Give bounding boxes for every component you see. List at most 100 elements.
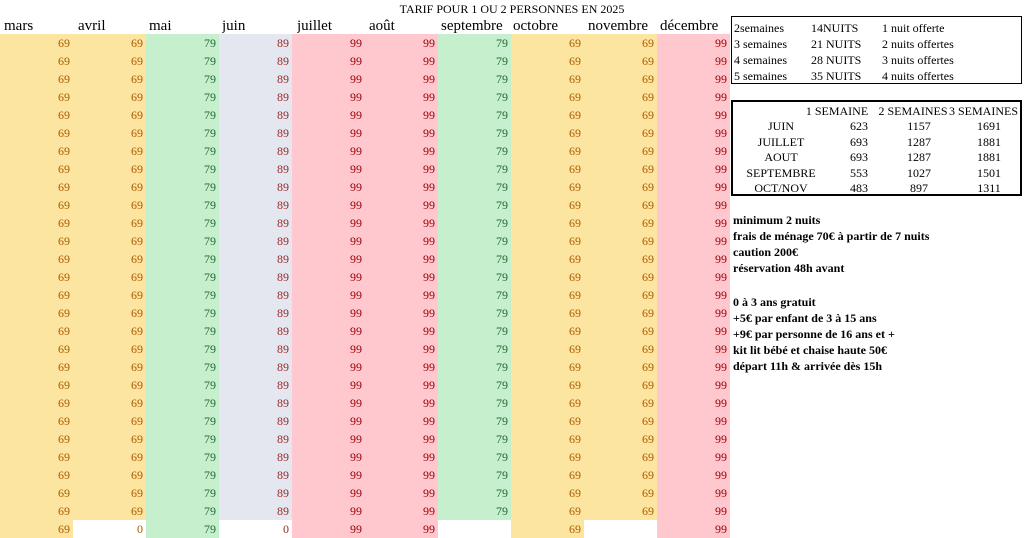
price-cell[interactable]: 69: [584, 196, 657, 214]
price-cell[interactable]: 99: [657, 124, 730, 142]
price-cell[interactable]: 99: [365, 178, 438, 196]
price-cell[interactable]: 69: [0, 52, 73, 70]
price-cell[interactable]: 99: [365, 88, 438, 106]
price-cell[interactable]: 99: [292, 268, 365, 286]
price-cell[interactable]: 79: [438, 52, 511, 70]
price-cell[interactable]: 69: [0, 448, 73, 466]
price-cell[interactable]: 99: [292, 124, 365, 142]
price-cell[interactable]: 99: [292, 160, 365, 178]
price-cell[interactable]: 69: [584, 88, 657, 106]
price-cell[interactable]: 79: [438, 358, 511, 376]
price-cell[interactable]: 69: [73, 322, 146, 340]
price-cell[interactable]: 69: [511, 178, 584, 196]
price-cell[interactable]: 79: [146, 232, 219, 250]
price-cell[interactable]: 79: [438, 160, 511, 178]
price-cell[interactable]: 69: [0, 430, 73, 448]
price-cell[interactable]: 69: [0, 394, 73, 412]
price-cell[interactable]: 69: [584, 70, 657, 88]
price-cell[interactable]: 79: [146, 70, 219, 88]
price-cell[interactable]: 99: [365, 106, 438, 124]
price-cell[interactable]: 99: [292, 412, 365, 430]
price-cell[interactable]: 69: [511, 358, 584, 376]
price-cell[interactable]: 99: [365, 142, 438, 160]
price-cell[interactable]: 69: [0, 466, 73, 484]
price-cell[interactable]: 69: [0, 286, 73, 304]
price-cell[interactable]: 69: [511, 394, 584, 412]
price-cell[interactable]: 69: [584, 376, 657, 394]
price-cell[interactable]: 89: [219, 232, 292, 250]
price-cell[interactable]: 99: [365, 502, 438, 520]
price-cell[interactable]: 99: [657, 142, 730, 160]
price-cell[interactable]: 89: [219, 502, 292, 520]
price-cell[interactable]: 99: [365, 358, 438, 376]
price-cell[interactable]: 79: [438, 376, 511, 394]
price-cell[interactable]: 99: [657, 52, 730, 70]
price-cell[interactable]: [584, 520, 657, 538]
price-cell[interactable]: 69: [511, 502, 584, 520]
price-cell[interactable]: 69: [584, 268, 657, 286]
price-cell[interactable]: 89: [219, 214, 292, 232]
price-cell[interactable]: 99: [657, 268, 730, 286]
price-cell[interactable]: 99: [365, 412, 438, 430]
price-cell[interactable]: 69: [584, 430, 657, 448]
price-cell[interactable]: 99: [657, 214, 730, 232]
price-cell[interactable]: 99: [657, 358, 730, 376]
price-cell[interactable]: 79: [146, 376, 219, 394]
price-cell[interactable]: 79: [438, 106, 511, 124]
price-cell[interactable]: 99: [657, 394, 730, 412]
price-cell[interactable]: 99: [365, 484, 438, 502]
price-cell[interactable]: 69: [73, 412, 146, 430]
price-cell[interactable]: 89: [219, 106, 292, 124]
price-cell[interactable]: 79: [438, 322, 511, 340]
price-cell[interactable]: 89: [219, 34, 292, 52]
price-cell[interactable]: 89: [219, 322, 292, 340]
price-cell[interactable]: 99: [657, 502, 730, 520]
price-cell[interactable]: 69: [584, 448, 657, 466]
price-cell[interactable]: 69: [73, 34, 146, 52]
price-cell[interactable]: 69: [73, 448, 146, 466]
price-cell[interactable]: 69: [511, 160, 584, 178]
price-cell[interactable]: 69: [584, 412, 657, 430]
price-cell[interactable]: 99: [365, 124, 438, 142]
price-cell[interactable]: 69: [584, 502, 657, 520]
price-cell[interactable]: 69: [584, 286, 657, 304]
price-cell[interactable]: 69: [511, 232, 584, 250]
price-cell[interactable]: 69: [584, 232, 657, 250]
price-cell[interactable]: 99: [365, 232, 438, 250]
price-cell[interactable]: 69: [511, 322, 584, 340]
price-cell[interactable]: 69: [584, 178, 657, 196]
price-cell[interactable]: 99: [292, 142, 365, 160]
price-cell[interactable]: 69: [584, 322, 657, 340]
price-cell[interactable]: 99: [292, 502, 365, 520]
price-cell[interactable]: [438, 520, 511, 538]
price-cell[interactable]: 99: [657, 520, 730, 538]
price-cell[interactable]: 99: [365, 34, 438, 52]
price-cell[interactable]: 79: [146, 358, 219, 376]
price-cell[interactable]: 69: [0, 304, 73, 322]
price-cell[interactable]: 99: [657, 304, 730, 322]
price-cell[interactable]: 69: [511, 250, 584, 268]
price-cell[interactable]: 69: [0, 376, 73, 394]
price-cell[interactable]: 99: [365, 268, 438, 286]
price-cell[interactable]: 99: [292, 196, 365, 214]
price-cell[interactable]: 99: [365, 322, 438, 340]
price-cell[interactable]: 99: [292, 232, 365, 250]
price-cell[interactable]: 99: [292, 250, 365, 268]
price-cell[interactable]: 69: [0, 196, 73, 214]
price-cell[interactable]: 69: [584, 250, 657, 268]
price-cell[interactable]: 69: [584, 214, 657, 232]
price-cell[interactable]: 69: [0, 268, 73, 286]
price-cell[interactable]: 89: [219, 250, 292, 268]
price-cell[interactable]: 69: [0, 484, 73, 502]
price-cell[interactable]: 99: [657, 430, 730, 448]
price-cell[interactable]: 79: [438, 196, 511, 214]
price-cell[interactable]: 69: [584, 340, 657, 358]
price-cell[interactable]: 69: [73, 70, 146, 88]
price-cell[interactable]: 99: [292, 358, 365, 376]
price-cell[interactable]: 99: [365, 160, 438, 178]
price-cell[interactable]: 79: [146, 520, 219, 538]
price-cell[interactable]: 69: [584, 358, 657, 376]
price-cell[interactable]: 69: [584, 484, 657, 502]
price-cell[interactable]: 99: [657, 448, 730, 466]
price-cell[interactable]: 79: [438, 448, 511, 466]
